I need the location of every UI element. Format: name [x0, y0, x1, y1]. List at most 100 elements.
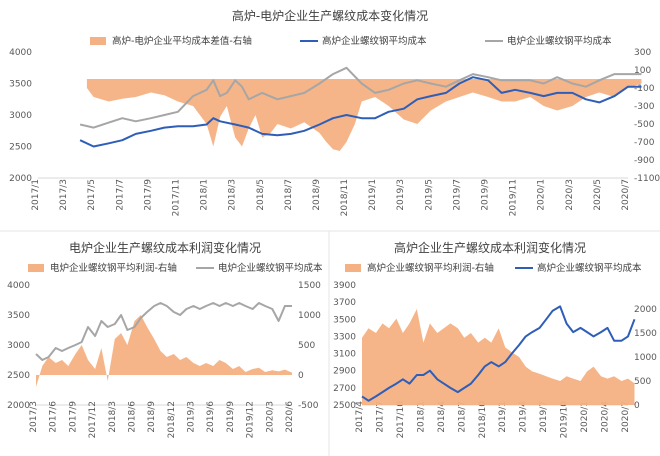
- legend-label: 电炉企业螺纹钢平均成本: [218, 262, 323, 274]
- x-tick-label: 2017/9: [68, 401, 78, 433]
- y-left-tick-label: 3900: [333, 281, 356, 291]
- legend-label: 电炉企业螺纹钢平均成本: [507, 35, 612, 47]
- x-tick-label: 2018/5: [256, 179, 266, 211]
- chart-cost-difference: 高炉-电炉企业生产螺纹成本变化情况 2000 2500 3000 3500 4000 -11…: [9, 8, 660, 216]
- chart-title: 高炉-电炉企业生产螺纹成本变化情况: [232, 8, 428, 23]
- x-tick-label: 2017/3: [59, 179, 69, 211]
- y-right-tick-label: -100: [634, 84, 655, 94]
- x-tick-label: 2019/4: [519, 401, 529, 433]
- x-tick-label: 2018/11: [340, 179, 350, 216]
- x-tick-label: 2018/1: [200, 179, 210, 211]
- y-right-tick-label: 1000: [634, 353, 657, 363]
- x-tick-label: 2020/4: [601, 401, 611, 433]
- x-tick-label: 2017/5: [87, 179, 97, 211]
- x-tick-label: 2020/7: [621, 401, 631, 433]
- x-tick-label: 2019/5: [424, 179, 434, 211]
- x-tick-label: 2020/7: [621, 179, 631, 211]
- y-right-tick-label: -900: [634, 156, 655, 166]
- y-right-tick-label: -500: [298, 401, 319, 411]
- y-left-tick-label: 2900: [333, 367, 356, 377]
- y-left-tick-label: 2500: [7, 371, 30, 381]
- x-tick-label: 2018/7: [457, 401, 467, 433]
- y-right-tick-label: 100: [634, 66, 651, 76]
- y-left-tick-label: 4000: [9, 48, 32, 58]
- y-left-tick-label: 3700: [333, 298, 356, 308]
- x-tick-label: 2017/9: [143, 179, 153, 211]
- x-tick-label: 2019/3: [396, 179, 406, 211]
- x-tick-label: 2018/10: [478, 401, 488, 439]
- legend-swatch: [28, 264, 44, 272]
- x-tick-label: 2018/6: [127, 401, 137, 433]
- x-tick-label: 2019/1: [498, 401, 508, 433]
- x-tick-label: 2019/12: [246, 401, 256, 438]
- x-tick-label: 2018/1: [416, 401, 426, 433]
- y-right-tick-label: 0: [634, 401, 640, 411]
- x-tick-label: 2017/1: [31, 179, 41, 211]
- y-right-tick-label: 1000: [298, 311, 321, 321]
- legend-label: 高炉-电炉企业平均成本差值-右轴: [112, 35, 252, 47]
- y-left-tick-label: 2700: [333, 384, 356, 394]
- legend-swatch: [90, 37, 106, 45]
- x-tick-label: 2017/10: [396, 401, 406, 439]
- x-tick-label: 2019/11: [509, 179, 519, 216]
- legend-label: 高炉企业螺纹钢平均成本: [537, 262, 642, 274]
- y-right-tick-label: -1100: [634, 174, 660, 184]
- x-tick-label: 2019/10: [560, 401, 570, 439]
- x-tick-label: 2018/9: [312, 179, 322, 211]
- y-left-tick-label: 2500: [333, 401, 356, 411]
- x-tick-label: 2020/3: [265, 401, 275, 433]
- area-series: [362, 309, 635, 405]
- x-tick-label: 2018/3: [228, 179, 238, 211]
- x-tick-label: 2019/9: [481, 179, 491, 211]
- line-series: [79, 76, 642, 148]
- legend-label: 高炉企业螺纹钢平均利润-右轴: [367, 262, 494, 274]
- line-series: [79, 66, 642, 129]
- x-tick-label: 2020/3: [565, 179, 575, 211]
- x-tick-label: 2017/11: [171, 179, 181, 216]
- x-tick-label: 2018/9: [147, 401, 157, 433]
- x-tick-label: 2017/3: [29, 401, 39, 433]
- x-tick-label: 2020/5: [593, 179, 603, 211]
- x-tick-label: 2020/1: [580, 401, 590, 433]
- chart-title: 高炉企业生产螺纹成本利润变化情况: [394, 240, 586, 255]
- x-tick-label: 2020/6: [285, 401, 295, 433]
- y-right-tick-label: 1500: [298, 281, 321, 291]
- legend-label: 高炉企业螺纹钢平均成本: [322, 35, 427, 47]
- line-series: [361, 305, 636, 402]
- y-right-tick-label: 1500: [634, 329, 657, 339]
- y-left-tick-label: 3100: [333, 350, 356, 360]
- y-right-tick-label: 500: [634, 377, 651, 387]
- legend-label: 电炉企业螺纹钢平均利润-右轴: [50, 262, 177, 274]
- x-tick-label: 2018/12: [167, 401, 177, 438]
- y-left-tick-label: 2000: [9, 174, 32, 184]
- x-tick-label: 2019/3: [187, 401, 197, 433]
- x-tick-label: 2018/4: [437, 401, 447, 433]
- area-series: [36, 315, 292, 387]
- y-left-tick-label: 3500: [9, 80, 32, 90]
- y-left-tick-label: 3000: [9, 111, 32, 121]
- y-right-tick-label: 500: [298, 341, 315, 351]
- y-right-tick-label: 2000: [634, 305, 657, 315]
- y-left-tick-label: 3500: [7, 311, 30, 321]
- y-right-tick-label: 0: [298, 371, 304, 381]
- y-left-tick-label: 3500: [333, 315, 356, 325]
- x-tick-label: 2017/7: [115, 179, 125, 211]
- y-left-tick-label: 4000: [7, 281, 30, 291]
- legend-swatch: [345, 264, 361, 272]
- x-tick-label: 2019/7: [452, 179, 462, 211]
- chart-blast-furnace-profit: 高炉企业生产螺纹成本利润变化情况 2500 2700 2900 3100 3300 3500…: [333, 240, 657, 438]
- x-tick-label: 2017/7: [375, 401, 385, 433]
- x-tick-label: 2017/6: [49, 401, 59, 433]
- x-tick-label: 2017/4: [355, 401, 365, 433]
- y-left-tick-label: 2500: [9, 143, 32, 153]
- chart-electric-furnace-profit: 电炉企业生产螺纹成本利润变化情况 2000 2500 3000 3500 4000 -500…: [7, 240, 323, 438]
- y-left-tick-label: 2000: [7, 401, 30, 411]
- x-tick-label: 2019/7: [539, 401, 549, 433]
- chart-title: 电炉企业生产螺纹成本利润变化情况: [69, 240, 261, 255]
- y-right-tick-label: -300: [634, 102, 655, 112]
- line-series: [35, 302, 292, 361]
- x-tick-label: 2018/7: [284, 179, 294, 211]
- area-series: [86, 79, 642, 151]
- x-tick-label: 2019/9: [226, 401, 236, 433]
- x-tick-label: 2018/3: [108, 401, 118, 433]
